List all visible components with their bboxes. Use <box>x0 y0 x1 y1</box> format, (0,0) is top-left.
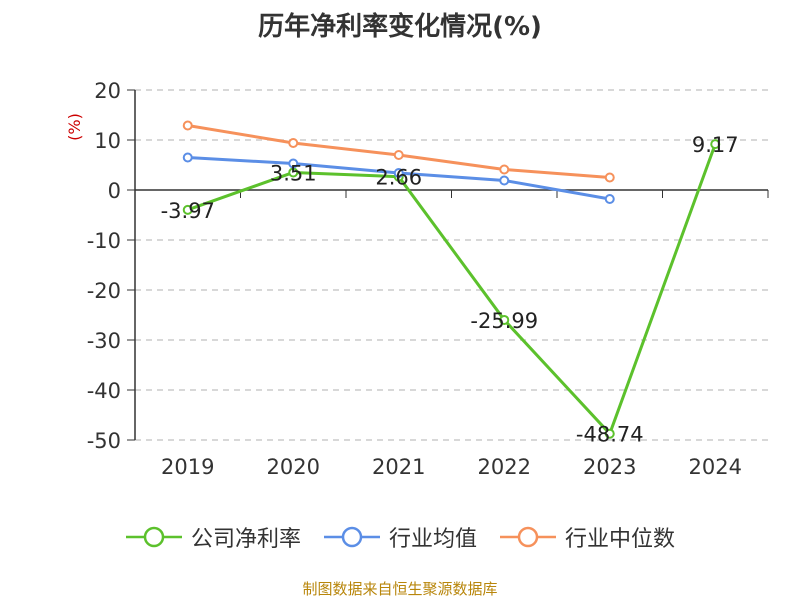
data-point <box>499 175 510 186</box>
data-label: -3.97 <box>161 199 215 223</box>
y-axis-unit-label: (%) <box>65 113 84 141</box>
data-label: 3.51 <box>270 161 317 185</box>
data-point <box>604 428 615 439</box>
y-tick-label: -10 <box>87 229 121 253</box>
x-tick-label: 2019 <box>161 455 214 479</box>
y-tick-label: -50 <box>87 429 121 453</box>
data-point <box>604 194 615 204</box>
data-point <box>499 164 510 175</box>
series-lines <box>182 120 721 439</box>
y-tick-label: 20 <box>94 79 121 103</box>
data-labels: -3.97 3.51 2.66 -25.99 -48.74 9.17 <box>161 133 739 447</box>
legend-marker-icon <box>500 526 556 548</box>
data-point <box>499 314 510 325</box>
y-tick-label: -20 <box>87 279 121 303</box>
x-tick-label: 2020 <box>267 455 320 479</box>
data-label: 9.17 <box>692 133 739 157</box>
y-tick-label: -30 <box>87 329 121 353</box>
legend-item-2[interactable]: 行业均值 <box>323 521 477 553</box>
source-note: 制图数据来自恒生聚源数据库 <box>302 580 498 598</box>
legend-label: 公司净利率 <box>190 527 301 552</box>
data-point <box>182 152 193 163</box>
chart-title: 历年净利率变化情况(%) <box>258 12 542 42</box>
x-tick-label: 2024 <box>689 455 742 479</box>
legend-item-1[interactable]: 公司净利率 <box>125 521 301 553</box>
series-line-1 <box>187 143 717 436</box>
data-point <box>288 158 299 169</box>
data-point <box>393 150 404 160</box>
data-point <box>182 204 193 215</box>
x-tick-label: 2023 <box>583 455 636 479</box>
data-point <box>393 168 404 178</box>
legend-marker-icon <box>323 526 380 548</box>
data-label: 2.66 <box>375 166 422 190</box>
legend-marker-icon <box>125 526 182 548</box>
x-tick-label: 2022 <box>478 455 531 479</box>
y-tick-label: -40 <box>87 379 121 403</box>
legend-label: 行业均值 <box>388 527 477 552</box>
data-point <box>182 120 193 131</box>
data-point <box>710 139 721 150</box>
x-tick-label: 2021 <box>372 455 425 479</box>
legend-label: 行业中位数 <box>565 527 676 552</box>
data-point <box>604 172 615 183</box>
y-tick-label: 0 <box>108 179 121 203</box>
data-point <box>288 138 299 148</box>
y-tick-label: 10 <box>94 129 121 153</box>
legend-item-3[interactable]: 行业中位数 <box>499 521 675 553</box>
axes: 20 10 0 -10 -20 -30 -40 -50 2019 2020 2021 2022 2023… <box>87 79 769 479</box>
data-label: -25.99 <box>470 309 538 333</box>
legend: 公司净利率 行业均值 行业中位数 <box>0 520 800 554</box>
grid-lines <box>135 89 768 441</box>
data-label: -48.74 <box>576 423 644 447</box>
